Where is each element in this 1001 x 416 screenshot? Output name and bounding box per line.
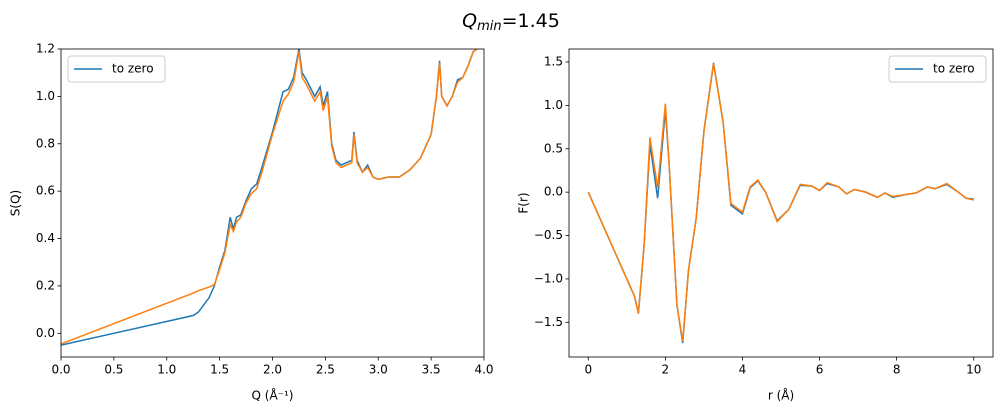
x-tick-label: 2.5 — [316, 363, 335, 377]
data-line — [61, 49, 479, 346]
y-tick-label: 0.4 — [36, 231, 55, 245]
axes-frame — [568, 48, 994, 358]
legend-label: to zero — [112, 62, 154, 76]
y-tick-label: 0.2 — [36, 278, 55, 292]
y-tick-label: 1.0 — [36, 89, 55, 103]
axes-frame — [60, 48, 485, 358]
y-tick-label: −1.0 — [534, 271, 563, 285]
legend-box — [888, 55, 987, 83]
y-tick-label: 0.0 — [544, 185, 563, 199]
x-axis-label: Q (Å⁻¹) — [252, 388, 294, 403]
x-tick-label: 0 — [584, 363, 592, 377]
legend-label: to zero — [933, 62, 975, 76]
y-tick-label: −1.5 — [534, 315, 563, 329]
title-subscript: min — [477, 19, 502, 34]
x-tick-label: 4.0 — [474, 363, 493, 377]
y-tick-label: 1.2 — [36, 42, 55, 56]
y-tick-label: −0.5 — [534, 228, 563, 242]
x-tick-label: 2 — [662, 363, 670, 377]
x-tick-label: 1.5 — [210, 363, 229, 377]
x-tick-label: 0.5 — [104, 363, 123, 377]
data-line — [61, 49, 479, 345]
y-axis-label: F(r) — [517, 192, 531, 213]
data-line — [587, 63, 974, 342]
y-tick-label: 0.6 — [36, 184, 55, 198]
legend-box — [67, 55, 166, 83]
figure-title: Qmin=1.45 — [462, 10, 560, 34]
x-tick-label: 2.0 — [263, 363, 282, 377]
x-axis-label: r (Å) — [768, 388, 794, 403]
x-tick-label: 6 — [816, 363, 824, 377]
x-tick-label: 1.0 — [157, 363, 176, 377]
y-axis-label: S(Q) — [9, 190, 23, 216]
title-symbol: Q — [462, 10, 477, 32]
x-tick-label: 3.5 — [422, 363, 441, 377]
x-tick-label: 10 — [966, 363, 981, 377]
x-tick-label: 3.0 — [369, 363, 388, 377]
y-tick-label: 0.5 — [544, 141, 563, 155]
y-tick-label: 0.0 — [36, 326, 55, 340]
title-value: =1.45 — [502, 10, 560, 32]
y-tick-label: 0.8 — [36, 136, 55, 150]
x-tick-label: 4 — [739, 363, 747, 377]
y-tick-label: 1.5 — [544, 55, 563, 69]
x-tick-label: 8 — [893, 363, 901, 377]
y-tick-label: 1.0 — [544, 98, 563, 112]
x-tick-label: 0.0 — [51, 363, 70, 377]
